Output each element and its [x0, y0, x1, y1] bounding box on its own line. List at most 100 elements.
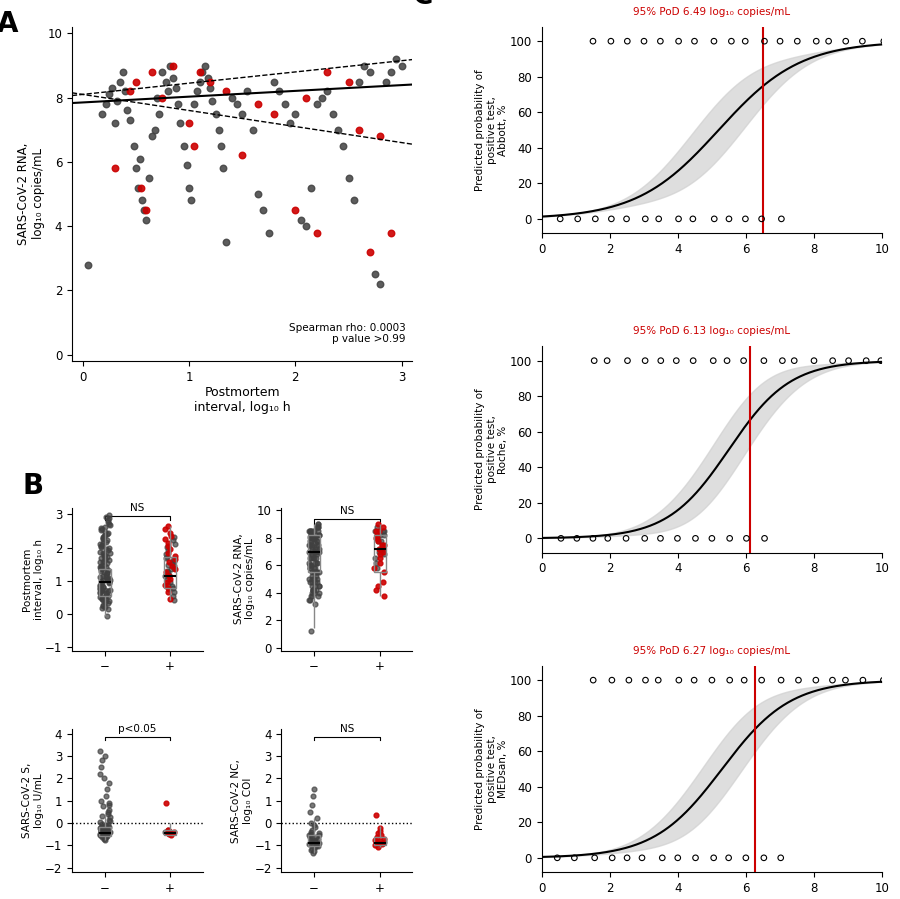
Point [757, 531, 771, 546]
Point [305, 542, 320, 556]
Point [376, 538, 391, 552]
Point [303, 547, 318, 562]
Point [304, 181, 319, 195]
Point [774, 673, 788, 688]
Point [158, 577, 172, 592]
Point [309, 528, 323, 542]
Point [187, 138, 202, 153]
Point [368, 530, 382, 545]
Point [305, 540, 320, 555]
Point [164, 529, 178, 543]
Point [102, 802, 116, 816]
Point [140, 212, 154, 227]
Point [158, 75, 173, 89]
Point [302, 592, 317, 607]
Point [308, 834, 322, 849]
Point [299, 91, 313, 105]
Point [216, 161, 230, 175]
Point [98, 583, 112, 597]
Point [553, 211, 567, 226]
Point [93, 744, 107, 759]
Point [302, 561, 317, 575]
Point [161, 577, 176, 592]
Point [303, 832, 318, 847]
Point [98, 600, 112, 614]
Point [129, 161, 143, 175]
Point [308, 545, 322, 559]
Point [102, 541, 116, 556]
Point [341, 171, 356, 185]
Point [736, 353, 751, 368]
Point [94, 583, 109, 597]
Point [373, 833, 387, 848]
Point [97, 749, 112, 763]
Point [688, 531, 703, 546]
Point [209, 106, 223, 120]
Point [100, 566, 114, 581]
Point [567, 850, 581, 865]
Point [182, 116, 196, 130]
Point [754, 673, 769, 688]
Point [123, 113, 138, 128]
Point [190, 84, 204, 98]
Point [825, 353, 840, 368]
Point [101, 584, 115, 599]
Point [302, 556, 316, 570]
Point [94, 831, 109, 845]
Point [377, 834, 392, 849]
Point [94, 521, 109, 536]
Point [95, 829, 110, 843]
Point [288, 203, 302, 218]
Point [311, 579, 326, 593]
Point [102, 508, 116, 522]
Point [877, 34, 891, 49]
Point [101, 513, 115, 528]
Point [101, 589, 115, 603]
Point [808, 673, 823, 688]
Point [308, 574, 322, 589]
Point [96, 820, 111, 834]
Point [859, 353, 873, 368]
Point [375, 520, 390, 534]
Point [638, 673, 652, 688]
Point [371, 841, 385, 855]
Point [93, 828, 107, 842]
Point [754, 211, 769, 226]
Point [95, 828, 110, 842]
Point [152, 106, 166, 120]
Point [97, 557, 112, 572]
Point [605, 850, 619, 865]
Point [738, 34, 752, 49]
Text: 95% PoD 6.49 log₁₀ copies/mL: 95% PoD 6.49 log₁₀ copies/mL [634, 6, 790, 17]
Point [311, 836, 326, 850]
Point [155, 91, 169, 105]
Point [377, 524, 392, 539]
Point [107, 161, 122, 175]
Point [302, 533, 317, 547]
Point [373, 556, 387, 570]
Point [96, 532, 111, 547]
Point [100, 533, 114, 547]
Point [311, 524, 326, 539]
Point [166, 581, 181, 595]
Point [95, 592, 110, 606]
Point [375, 538, 390, 552]
Point [373, 823, 387, 838]
Point [267, 106, 282, 120]
Point [310, 538, 324, 552]
Point [160, 549, 175, 564]
Point [159, 551, 174, 565]
Point [652, 211, 666, 226]
Point [376, 574, 391, 589]
Text: C: C [412, 0, 433, 10]
Point [100, 823, 114, 837]
Point [369, 583, 383, 597]
Point [95, 823, 110, 838]
Point [308, 841, 322, 855]
Point [101, 543, 115, 557]
Point [94, 767, 108, 781]
Point [101, 818, 115, 832]
Point [670, 531, 685, 546]
Y-axis label: SARS-CoV-2 NC,
log₁₀ COI: SARS-CoV-2 NC, log₁₀ COI [231, 759, 253, 842]
Point [94, 584, 109, 599]
